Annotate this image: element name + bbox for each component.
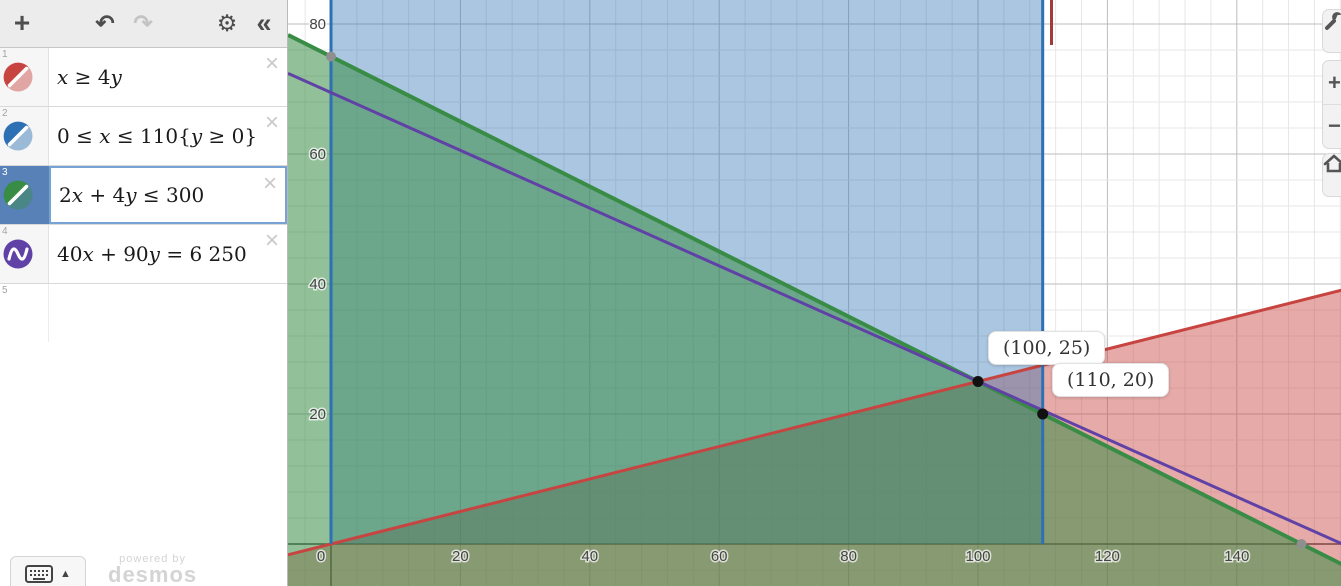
axis-label: 80	[840, 548, 857, 565]
keyboard-open-arrow: ▲	[60, 568, 71, 580]
powered-by-desmos: powered by desmos	[108, 553, 197, 585]
graph-canvas[interactable]: 0 20 40 60 80 100 120 140 20 40 60 80	[288, 0, 1341, 586]
expression-index: 2	[2, 108, 8, 119]
expression-list: 1 x ≥ 4y × 2 0 ≤ x ≤ 110{y ≥ 0} ×	[0, 48, 287, 342]
expression-latex: 40x + 90y = 6 250	[57, 242, 247, 266]
axis-label: 120	[1095, 548, 1120, 565]
expression-index: 5	[2, 285, 8, 296]
expression-latex: 0 ≤ x ≤ 110{y ≥ 0}	[57, 124, 258, 148]
expression-panel: + ↶ ↷ ⚙ « 1 x ≥ 4y × 2	[0, 0, 288, 586]
home-icon	[1323, 154, 1341, 195]
expression-input[interactable]: 2x + 4y ≤ 300 ×	[49, 166, 287, 224]
expression-gutter[interactable]: 5	[0, 284, 49, 342]
point-100-25[interactable]	[972, 376, 984, 387]
zoom-controls: + −	[1322, 60, 1341, 149]
expression-index: 1	[2, 49, 8, 60]
inequality-color-icon[interactable]	[2, 179, 34, 216]
axis-label: 40	[309, 276, 326, 293]
expression-input[interactable]: 40x + 90y = 6 250 ×	[49, 225, 287, 283]
gear-icon[interactable]: ⚙	[208, 0, 246, 46]
redo-icon[interactable]: ↷	[124, 0, 162, 46]
inequality-color-icon[interactable]	[2, 120, 34, 157]
undo-icon[interactable]: ↶	[86, 0, 124, 46]
collapse-panel-icon[interactable]: «	[244, 0, 282, 46]
expression-input[interactable]: x ≥ 4y ×	[49, 48, 287, 106]
expression-input[interactable]: 0 ≤ x ≤ 110{y ≥ 0} ×	[49, 107, 287, 165]
axis-label: 0	[317, 548, 325, 565]
zoom-in-button[interactable]: +	[1323, 61, 1341, 104]
axis-label: 80	[309, 16, 326, 33]
point-110-20[interactable]	[1037, 408, 1049, 420]
axis-label: 60	[711, 548, 728, 565]
expression-row-5[interactable]: 5	[0, 284, 287, 342]
expression-latex: x ≥ 4y	[57, 65, 122, 89]
point-150-0[interactable]	[1296, 539, 1307, 549]
zoom-out-button[interactable]: −	[1323, 104, 1341, 147]
inequality-color-icon[interactable]	[2, 61, 34, 98]
keyboard-icon	[25, 565, 54, 583]
point-label-110-20: (110, 20)	[1052, 363, 1170, 397]
desmos-logo: desmos	[108, 562, 198, 586]
default-zoom-home-button[interactable]	[1322, 153, 1341, 197]
expression-gutter[interactable]: 4	[0, 225, 49, 283]
axis-label: 100	[965, 548, 990, 565]
expression-latex: 2x + 4y ≤ 300	[59, 183, 205, 207]
expression-gutter[interactable]: 3	[0, 166, 49, 224]
powered-by-label: powered by	[119, 553, 187, 565]
curve-color-icon[interactable]	[2, 238, 34, 275]
axis-label: 20	[452, 548, 469, 565]
page-edge-sliver	[1050, 0, 1053, 45]
show-keyboard-button[interactable]: ▲	[10, 556, 86, 586]
wrench-icon	[1325, 11, 1341, 51]
expression-index: 3	[2, 167, 8, 178]
expression-gutter[interactable]: 1	[0, 48, 49, 106]
axis-label: 20	[309, 406, 326, 423]
expression-row-2[interactable]: 2 0 ≤ x ≤ 110{y ≥ 0} ×	[0, 107, 287, 166]
close-icon[interactable]: ×	[262, 170, 277, 197]
green-line[interactable]	[288, 33, 1341, 566]
point-0-75[interactable]	[326, 51, 336, 62]
graph-settings-button[interactable]	[1322, 9, 1341, 53]
close-icon[interactable]: ×	[264, 227, 279, 254]
axis-label: 60	[309, 146, 326, 163]
axis-label: 140	[1224, 548, 1249, 565]
expression-input[interactable]	[49, 284, 287, 342]
expression-toolbar: + ↶ ↷ ⚙ «	[0, 0, 287, 48]
graph-area[interactable]: 0 20 40 60 80 100 120 140 20 40 60 80 (100, 25) (11…	[288, 0, 1341, 586]
point-label-100-25: (100, 25)	[988, 331, 1106, 365]
add-expression-button[interactable]: +	[3, 0, 41, 46]
expression-row-1[interactable]: 1 x ≥ 4y ×	[0, 48, 287, 107]
purple-line[interactable]	[288, 72, 1341, 546]
close-icon[interactable]: ×	[264, 50, 279, 77]
expression-row-4[interactable]: 4 40x + 90y = 6 250 ×	[0, 225, 287, 284]
expression-gutter[interactable]: 2	[0, 107, 49, 165]
expression-index: 4	[2, 226, 8, 237]
red-line[interactable]	[288, 288, 1341, 557]
close-icon[interactable]: ×	[264, 109, 279, 136]
green-region	[288, 34, 1341, 586]
axis-label: 40	[581, 548, 598, 565]
expression-row-3[interactable]: 3 2x + 4y ≤ 300 ×	[0, 166, 287, 225]
